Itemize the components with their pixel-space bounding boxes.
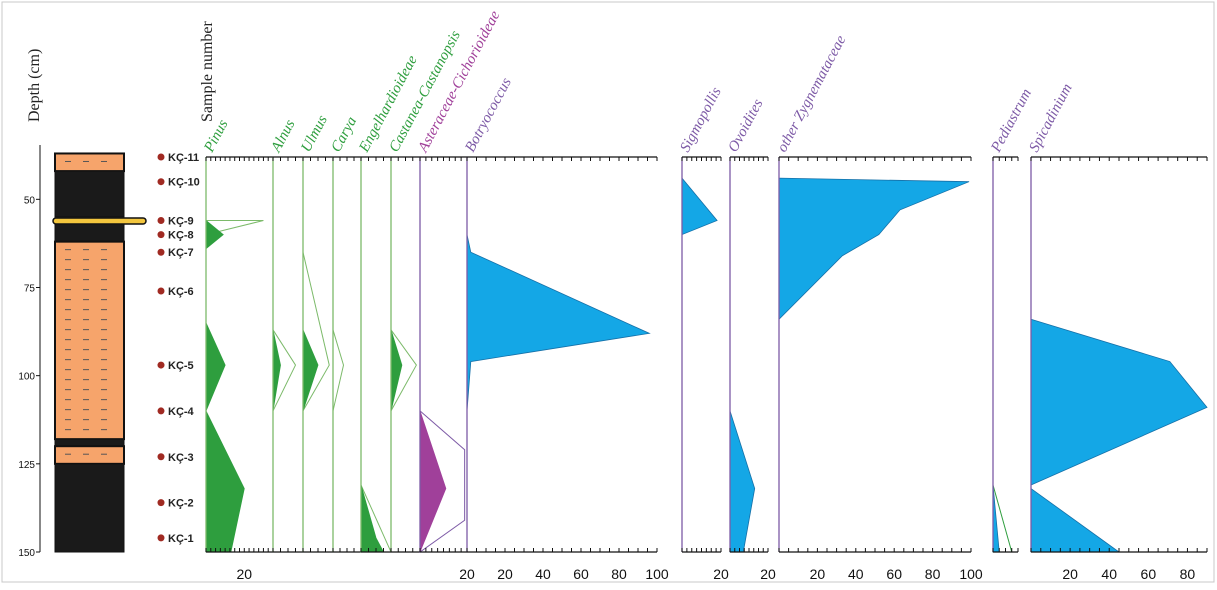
- x-tick-label: 20: [497, 566, 513, 582]
- taxon-label: Sigmopollis: [677, 85, 724, 155]
- x-tick-label: 80: [925, 566, 941, 582]
- abundance-area: [205, 219, 245, 553]
- sample-label: KÇ-3: [168, 452, 194, 464]
- sample-marker: [157, 534, 165, 542]
- lithology-clay-layer: [54, 463, 125, 553]
- taxon-panel-carya: Carya: [328, 114, 362, 553]
- sample-label: KÇ-9: [168, 215, 194, 227]
- abundance-area: [681, 177, 718, 236]
- sample-label: KÇ-4: [168, 406, 195, 418]
- x-tick-label: 20: [810, 566, 826, 582]
- taxon-panel-sigmopollis: 20 Sigmopollis: [677, 85, 729, 582]
- sample-label: KÇ-6: [168, 286, 194, 298]
- x-tick-label: 60: [1141, 566, 1157, 582]
- sample-marker: [157, 361, 165, 369]
- x-tick-label: 100: [645, 566, 669, 582]
- taxon-label: other Zygnemataceae: [774, 33, 849, 155]
- x-tick-label: 20: [236, 566, 252, 582]
- abundance-area: [302, 252, 319, 412]
- sample-label: KÇ-11: [168, 152, 199, 164]
- sample-marker: [157, 287, 165, 295]
- taxon-label: Botryococcus: [462, 75, 515, 155]
- sample-label: KÇ-5: [168, 360, 194, 372]
- sample-label: KÇ-1: [168, 533, 194, 545]
- x-tick-label: 40: [1101, 566, 1117, 582]
- taxon-panel-ovoidites: 20 Ovoidites: [725, 96, 776, 582]
- sample-label: KÇ-8: [168, 230, 194, 242]
- abundance-area: [729, 410, 756, 553]
- sample-marker: [157, 178, 165, 186]
- sample-marker: [157, 216, 165, 224]
- lithology-clay-layer: [54, 438, 125, 447]
- sample-label: KÇ-10: [168, 177, 200, 189]
- lithology-sand-layer: [54, 240, 125, 441]
- sample-marker: [157, 453, 165, 461]
- depth-tick-label: 125: [18, 460, 35, 471]
- depth-tick-label: 50: [24, 195, 36, 206]
- x-tick-label: 20: [713, 566, 729, 582]
- abundance-area: [1030, 318, 1208, 553]
- x-tick-label: 80: [1180, 566, 1196, 582]
- taxon-label: Carya: [328, 114, 360, 155]
- x-tick-label: 100: [959, 566, 983, 582]
- sample-marker: [157, 248, 165, 256]
- taxon-panel-alnus: Alnus: [268, 117, 304, 553]
- x-tick-label: 40: [848, 566, 864, 582]
- lithology-sand-layer: [54, 445, 125, 465]
- exaggeration-curve: [332, 329, 345, 412]
- lithology-lignite-layer: [52, 217, 147, 225]
- taxon-panel-ulmus: Ulmus: [298, 113, 334, 553]
- depth-tick-label: 75: [24, 283, 36, 294]
- taxon-label: Ulmus: [298, 113, 331, 155]
- sample-label: KÇ-2: [168, 498, 194, 510]
- taxon-label: Alnus: [268, 117, 299, 156]
- sample-number-header: Sample number: [199, 20, 216, 122]
- x-tick-label: 20: [1062, 566, 1078, 582]
- lithology-sand-layer: [54, 152, 125, 173]
- x-tick-label: 20: [760, 566, 776, 582]
- depth-tick-label: 150: [18, 548, 35, 559]
- sample-marker: [157, 153, 165, 161]
- sample-label: KÇ-7: [168, 247, 194, 259]
- x-tick-label: 60: [573, 566, 589, 582]
- lithology-clay-layer: [54, 170, 125, 218]
- x-tick-label: 40: [535, 566, 551, 582]
- taxon-panel-spicadinium: 20 40 60 80 Spicadinium: [1026, 81, 1208, 582]
- taxon-panel-pediastrum: Pediastrum: [988, 86, 1035, 553]
- abundance-area: [466, 234, 651, 411]
- x-tick-label: 60: [886, 566, 902, 582]
- x-tick-label: 80: [611, 566, 627, 582]
- depth-tick-label: 100: [18, 372, 35, 383]
- lithology-clay-layer: [54, 223, 125, 243]
- depth-header: Depth (cm): [26, 49, 43, 122]
- sample-marker: [157, 231, 165, 239]
- taxon-panel-other-zygnemataceae: 20 40 60 80 100 other Zygnemataceae: [774, 33, 982, 582]
- sample-marker: [157, 407, 165, 415]
- abundance-area: [419, 410, 447, 553]
- taxon-label: Spicadinium: [1026, 81, 1075, 155]
- x-tick-label: 20: [459, 566, 475, 582]
- taxon-label: Ovoidites: [725, 96, 766, 154]
- taxon-panel-botryococcus: 20 40 60 80 100 Botryococcus: [462, 75, 668, 582]
- abundance-area: [360, 484, 385, 553]
- abundance-area: [778, 177, 970, 321]
- sample-marker: [157, 499, 165, 507]
